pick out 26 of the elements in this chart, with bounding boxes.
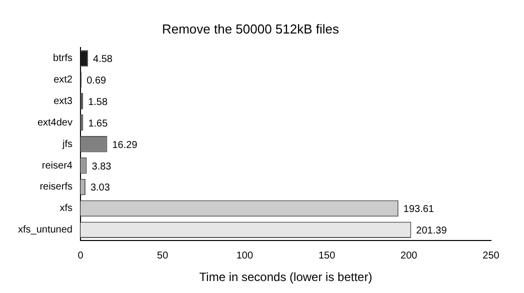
y-tick-label: btrfs — [53, 53, 72, 64]
y-tick-label: xfs — [60, 203, 72, 214]
data-label: 0.69 — [86, 76, 107, 87]
x-tick-label: 150 — [318, 250, 336, 262]
y-tick-label: jfs — [61, 138, 72, 150]
x-tick-label: 200 — [400, 250, 418, 262]
y-tick-label: ext4dev — [37, 117, 72, 128]
chart-title: Remove the 50000 512kB files — [162, 21, 340, 36]
data-label: 16.29 — [112, 140, 138, 151]
data-label: 4.58 — [93, 54, 113, 66]
data-label: 201.39 — [416, 226, 448, 237]
y-tick-label: xfs_untuned — [18, 224, 72, 236]
data-label: 1.58 — [88, 96, 108, 108]
y-tick-label: ext3 — [54, 96, 73, 107]
y-tick-label: reiserfs — [40, 182, 72, 193]
y-tick-label: ext2 — [54, 74, 73, 86]
data-label: 1.65 — [88, 118, 108, 130]
x-axis-title: Time in seconds (lower is better) — [199, 270, 372, 284]
x-tick-label: 250 — [482, 250, 500, 262]
data-label: 193.61 — [403, 204, 434, 216]
x-tick-label: 50 — [157, 250, 169, 262]
data-label: 3.83 — [92, 161, 112, 172]
x-tick-label: 0 — [78, 250, 84, 262]
y-tick-label: reiser4 — [42, 160, 73, 172]
x-tick-label: 100 — [236, 250, 254, 262]
data-label: 3.03 — [90, 182, 110, 194]
